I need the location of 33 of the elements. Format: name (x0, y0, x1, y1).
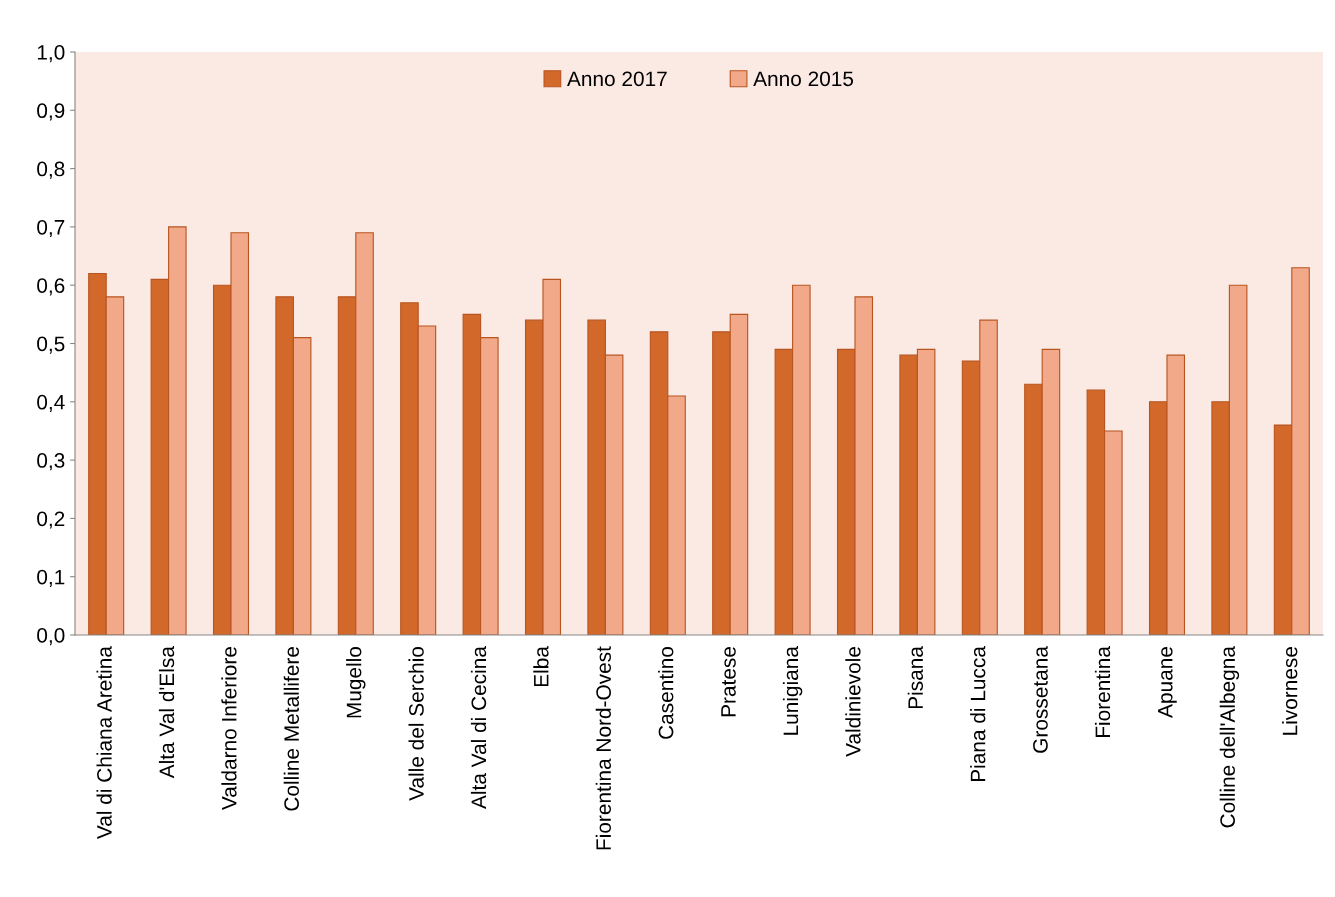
x-tick-label: Val di Chiana Aretina (96, 646, 112, 840)
x-tick-label: Valle del Serchio (408, 646, 424, 801)
legend-label: Anno 2017 (567, 71, 667, 87)
x-tick-label: Livornese (1282, 647, 1298, 735)
x-tick-label: Valdinievole (845, 647, 861, 757)
x-tick-label: Elba (533, 646, 549, 687)
x-tick-label: Apuane (1158, 647, 1177, 718)
x-tick-label: Valdarno Inferiore (221, 647, 237, 811)
x-tick-label: Mugello (346, 646, 366, 718)
x-tick-label: Colline dell'Albegna (1219, 646, 1240, 828)
y-tick-label: 0,5 (37, 336, 65, 354)
legend-label: Anno 2015 (753, 71, 854, 87)
x-tick-label: Fiorentina Nord-Ovest (595, 646, 611, 850)
y-tick-label: 0,9 (37, 103, 65, 121)
y-tick-label: 0,6 (37, 278, 65, 296)
y-tick-label: 0,8 (37, 161, 65, 179)
y-tick-label: 1,0 (37, 45, 65, 63)
x-tick-label: Grossetana (1033, 646, 1048, 753)
x-tick-label: Fiorentina (1094, 646, 1111, 738)
x-tick-label: Pratese (721, 647, 736, 717)
x-tick-label: Colline Metallifere (283, 647, 299, 811)
y-tick-label: 0,1 (37, 569, 65, 587)
x-tick-label: Alta Val di Cecina (470, 646, 487, 809)
x-tick-label: Alta Val d'Elsa (158, 646, 175, 779)
y-tick-label: 0,0 (37, 628, 65, 646)
y-tick-label: 0,3 (37, 453, 65, 471)
x-tick-label: Piana di Lucca (970, 646, 986, 782)
y-tick-label: 0,7 (37, 219, 65, 238)
x-tick-label: Lunigiana (782, 646, 803, 735)
y-tick-label: 0,2 (37, 511, 65, 529)
y-tick-label: 0,4 (37, 394, 65, 413)
x-tick-label: Casentino (658, 646, 674, 739)
x-tick-label: Pisana (907, 646, 923, 709)
